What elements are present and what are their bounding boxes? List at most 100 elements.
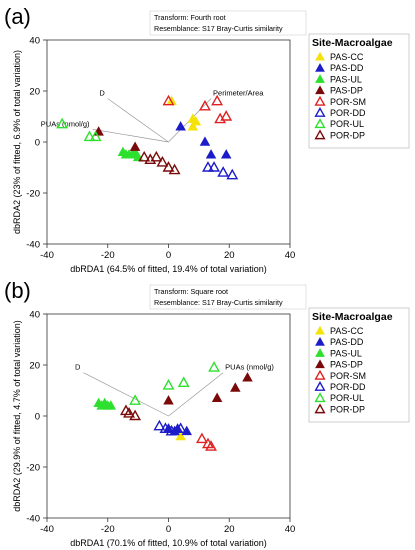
vector-label: D	[75, 363, 81, 372]
legend-marker-pas-dd	[315, 336, 325, 346]
legend-marker-pas-ul	[315, 348, 325, 357]
data-point-por-sm	[205, 440, 217, 451]
legend-marker-por-dd	[314, 380, 326, 391]
data-point-por-sm	[211, 94, 224, 106]
legend-marker-por-dp	[314, 403, 326, 414]
x-axis-label: dbRDA1 (70.1% of fitted, 10.9% of total …	[70, 538, 267, 548]
panel-label: (a)	[4, 4, 31, 29]
data-point-por-dp	[156, 155, 169, 167]
data-point-pas-dp	[211, 392, 223, 402]
panel-b: (b) Transform: Square root Resemblance: …	[4, 278, 410, 548]
data-point-por-dd	[153, 419, 166, 431]
x-tick-label: 0	[166, 524, 171, 535]
y-tick-label: -20	[26, 189, 40, 200]
transform-line: Transform: Square root	[154, 287, 228, 296]
data-point-por-dd	[202, 161, 214, 172]
legend-label: PAS-UL	[330, 348, 362, 358]
data-point-por-ul	[162, 378, 175, 390]
legend-label: POR-DP	[330, 404, 365, 414]
vector-line	[107, 98, 169, 143]
y-tick-label: -20	[26, 463, 40, 474]
vector-label: Perimeter/Area	[213, 89, 264, 98]
vector-line	[83, 372, 169, 417]
legend-marker-pas-cc	[315, 325, 325, 335]
data-point-pas-dp	[230, 382, 241, 392]
data-point-por-ul	[129, 394, 142, 405]
legend-label: POR-UL	[330, 393, 364, 403]
x-tick-label: 40	[285, 524, 296, 535]
legend-marker-por-dd	[314, 106, 326, 117]
legend-label: POR-SM	[330, 97, 366, 107]
legend-marker-pas-dp	[315, 85, 325, 95]
data-point-por-sm	[220, 110, 233, 121]
legend-label: POR-DD	[330, 108, 366, 118]
legend-marker-pas-dp	[315, 359, 325, 369]
y-tick-label: 40	[29, 36, 40, 47]
data-point-por-ul	[177, 376, 190, 388]
legend-marker-pas-ul	[315, 74, 325, 83]
x-tick-label: 40	[285, 250, 296, 261]
legend-label: PAS-DD	[330, 337, 364, 347]
data-point-por-dp	[168, 163, 181, 175]
legend-marker-pas-cc	[315, 51, 325, 61]
data-point-por-dd	[226, 168, 239, 180]
data-point-pas-dd	[175, 121, 186, 131]
resemblance-line: Resemblance: S17 Bray-Curtis similarity	[154, 24, 283, 33]
x-axis-label: dbRDA1 (64.5% of fitted, 19.4% of total …	[70, 264, 267, 274]
data-point-pas-dp	[242, 372, 253, 382]
data-point-pas-dd	[205, 149, 217, 159]
data-point-por-dp	[162, 161, 175, 172]
y-tick-label: 20	[29, 361, 40, 372]
resemblance-line: Resemblance: S17 Bray-Curtis similarity	[154, 298, 283, 307]
transform-info-box: Transform: Square root Resemblance: S17 …	[149, 284, 307, 310]
data-point-por-dd	[165, 424, 178, 436]
legend-label: PAS-DP	[330, 86, 363, 96]
data-point-por-ul	[83, 130, 96, 142]
x-tick-label: -20	[101, 524, 115, 535]
vector-line	[92, 128, 169, 143]
data-point-por-dp	[138, 150, 151, 162]
legend-label: PAS-DP	[330, 360, 363, 370]
legend-frame	[308, 33, 410, 149]
legend-title: Site-Macroalgae	[312, 37, 393, 49]
vector-label: D	[99, 89, 105, 98]
y-tick-label: 40	[29, 310, 40, 321]
legend-marker-pas-dd	[315, 62, 325, 72]
data-point-pas-cc	[187, 121, 199, 131]
data-point-por-sm	[199, 99, 211, 111]
data-point-por-ul	[89, 130, 102, 142]
legend-label: PAS-DD	[330, 63, 364, 73]
data-point-pas-cc	[175, 430, 186, 441]
x-tick-label: -20	[101, 250, 115, 261]
legend-marker-por-sm	[314, 95, 326, 106]
data-point-pas-dp	[163, 395, 174, 405]
legend-label: POR-SM	[330, 371, 366, 381]
y-tick-label: -40	[26, 240, 40, 251]
data-point-por-dd	[208, 161, 221, 172]
x-tick-label: -40	[40, 250, 54, 261]
y-axis-label: dbRDA2 (29.9% of fitted, 4.7% of total v…	[12, 320, 22, 512]
data-point-por-ul	[56, 117, 69, 129]
legend-label: POR-DD	[330, 382, 366, 392]
transform-info-box: Transform: Fourth root Resemblance: S17 …	[149, 10, 307, 36]
y-tick-label: 0	[35, 138, 40, 149]
data-point-pas-dp	[129, 141, 141, 151]
data-point-por-dd	[217, 166, 230, 177]
data-point-por-sm	[195, 432, 208, 444]
legend-marker-por-ul	[314, 392, 326, 403]
panel-label: (b)	[4, 278, 31, 303]
y-tick-label: 20	[29, 87, 40, 98]
legend-marker-por-ul	[314, 118, 326, 129]
legend-label: PAS-CC	[330, 52, 364, 62]
y-tick-label: 0	[35, 412, 40, 423]
data-point-pas-dd	[199, 136, 211, 146]
legend-frame	[308, 307, 410, 423]
data-point-por-dp	[123, 407, 135, 418]
legend-marker-por-sm	[314, 369, 326, 380]
legend-label: PAS-CC	[330, 326, 364, 336]
data-point-por-dp	[150, 150, 163, 162]
data-point-pas-cc	[190, 115, 202, 126]
